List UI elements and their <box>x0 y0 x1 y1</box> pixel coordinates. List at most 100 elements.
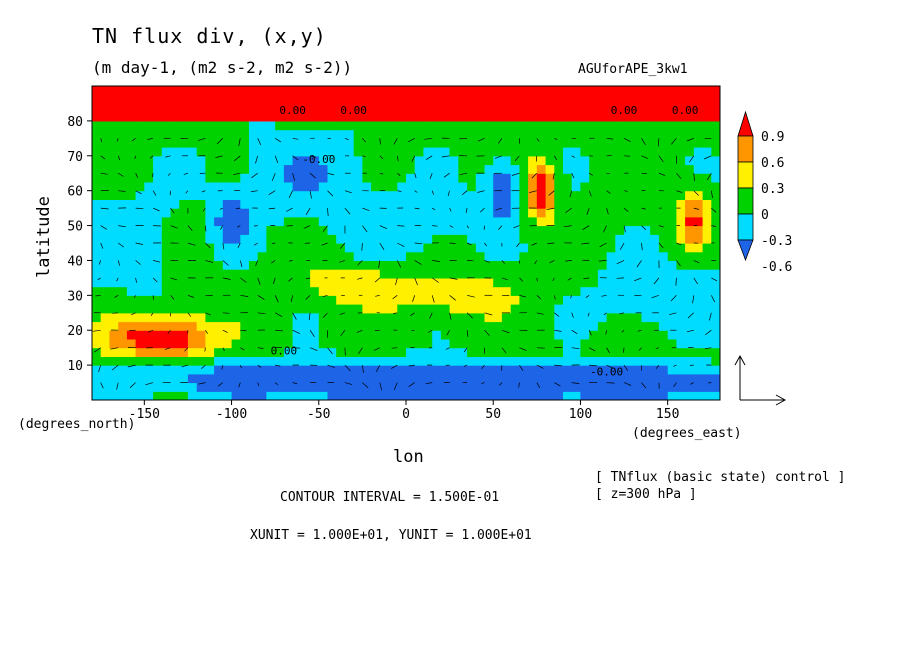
contour-cell <box>432 181 442 192</box>
contour-cell <box>222 338 233 349</box>
contour-cell <box>153 225 163 235</box>
contour-cell <box>153 216 163 227</box>
contour-cell <box>292 155 302 166</box>
contour-cell <box>615 295 625 305</box>
contour-cell <box>589 295 599 305</box>
flux-vector <box>219 207 223 210</box>
contour-cell <box>510 277 520 288</box>
contour-cell <box>624 286 634 296</box>
flux-vector <box>233 172 241 176</box>
contour-cell <box>510 112 520 122</box>
contour-cell <box>615 391 625 400</box>
contour-cell <box>475 295 486 305</box>
contour-cell <box>371 138 381 148</box>
contour-cell <box>327 338 337 349</box>
contour-cell <box>711 120 720 131</box>
contour-cell <box>685 173 695 183</box>
contour-cell <box>397 321 407 331</box>
contour-cell <box>249 373 259 384</box>
flux-vector <box>606 364 614 369</box>
contour-cell <box>563 373 573 384</box>
flux-vector <box>446 330 450 336</box>
contour-cell <box>327 216 337 227</box>
contour-cell <box>501 304 512 314</box>
contour-cell <box>693 304 704 314</box>
contour-cell <box>685 251 695 261</box>
contour-cell <box>214 347 224 357</box>
flux-vector <box>477 190 485 193</box>
contour-cell <box>318 103 329 113</box>
contour-cell <box>92 365 102 375</box>
contour-cell <box>641 338 651 349</box>
contour-cell <box>336 295 346 305</box>
contour-cell <box>501 138 512 148</box>
contour-cell <box>144 321 154 331</box>
contour-cell <box>545 234 555 244</box>
contour-cell <box>275 190 285 200</box>
contour-cell <box>440 225 451 235</box>
contour-cell <box>702 338 712 349</box>
flux-vector <box>459 137 468 140</box>
contour-cell <box>353 365 363 375</box>
flux-vector <box>147 137 154 140</box>
contour-cell <box>641 155 651 166</box>
flux-vector <box>222 347 225 351</box>
contour-cell <box>214 286 224 296</box>
contour-cell <box>109 112 119 122</box>
contour-cell <box>536 373 547 384</box>
contour-cell <box>353 243 363 253</box>
contour-cell <box>641 391 651 400</box>
contour-cell <box>100 181 110 192</box>
contour-cell <box>196 120 206 131</box>
contour-cell <box>214 251 224 261</box>
contour-cell <box>92 103 102 113</box>
contour-cell <box>702 347 712 357</box>
contour-cell <box>528 164 538 174</box>
contour-cell <box>615 382 625 392</box>
reference-vector <box>734 354 787 406</box>
contour-cell <box>693 243 704 253</box>
contour-cell <box>397 373 407 384</box>
contour-cell <box>240 199 250 209</box>
flux-vector <box>379 242 385 250</box>
contour-cell <box>580 181 590 192</box>
contour-cell <box>519 164 529 174</box>
contour-cell <box>632 86 643 96</box>
contour-cell <box>432 138 442 148</box>
flux-vector <box>184 347 189 352</box>
contour-cell <box>589 225 599 235</box>
contour-cell <box>536 94 547 104</box>
contour-cell <box>406 147 416 157</box>
contour-cell <box>362 138 372 148</box>
contour-cell <box>563 173 573 183</box>
flux-vector <box>375 294 380 297</box>
contour-cell <box>624 251 634 261</box>
flux-vector <box>693 207 700 210</box>
contour-cell <box>100 356 110 366</box>
contour-cell <box>685 138 695 148</box>
contour-cell <box>632 391 643 400</box>
contour-cell <box>658 243 669 253</box>
contour-cell <box>449 164 459 174</box>
contour-cell <box>353 251 363 261</box>
contour-cell <box>135 129 145 139</box>
flux-vector <box>250 190 258 193</box>
contour-cell <box>161 243 172 253</box>
contour-cell <box>283 365 294 375</box>
contour-cell <box>170 138 180 148</box>
flux-vector <box>309 190 312 199</box>
flux-vector <box>129 382 136 389</box>
contour-cell <box>92 356 102 366</box>
contour-cell <box>318 164 329 174</box>
contour-cell <box>414 251 424 261</box>
contour-cell <box>571 356 581 366</box>
contour-cell <box>693 147 704 157</box>
contour-cell <box>388 373 398 384</box>
contour-cell <box>702 391 712 400</box>
contour-cell <box>563 391 573 400</box>
contour-cell <box>528 120 538 131</box>
flux-vector <box>481 382 485 384</box>
flux-vector <box>340 329 346 336</box>
contour-cell <box>693 391 704 400</box>
contour-cell <box>301 225 311 235</box>
